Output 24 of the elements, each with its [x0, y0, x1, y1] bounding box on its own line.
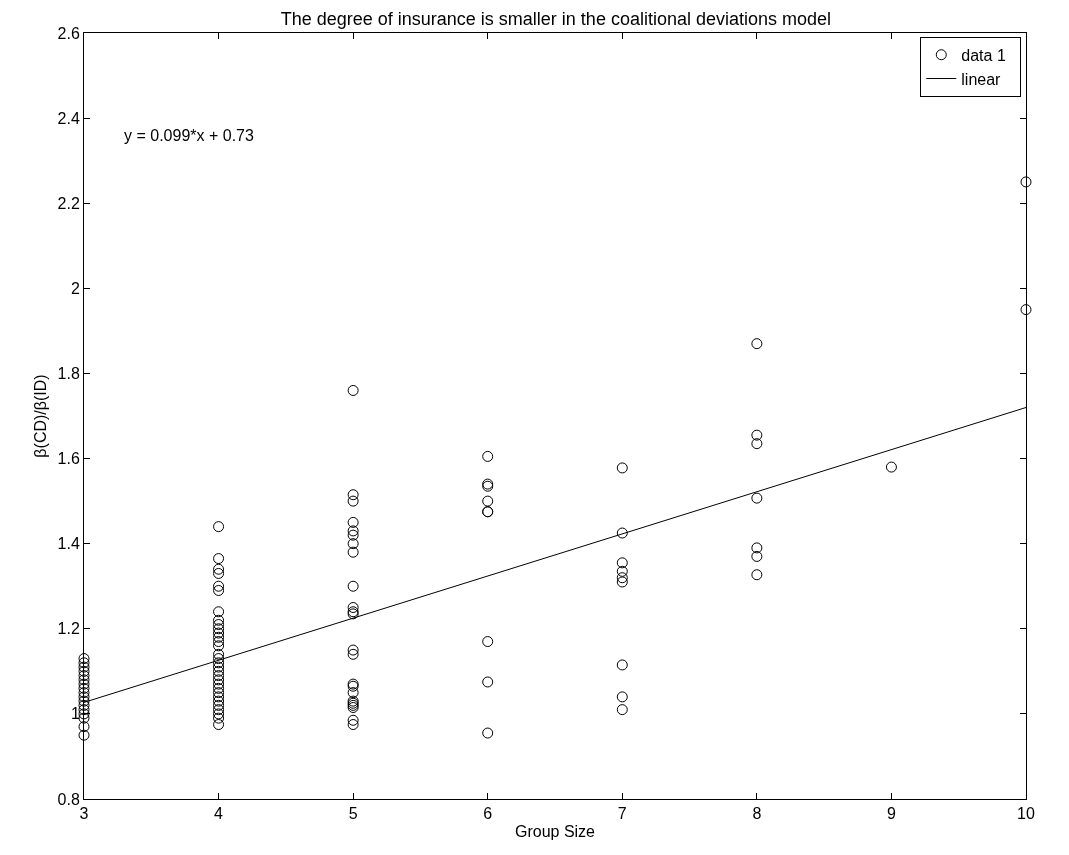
- y-tick-label: 0.8: [57, 790, 80, 808]
- y-tick-label: 1.8: [57, 365, 80, 383]
- x-tick-label: 9: [886, 805, 896, 823]
- x-tick-label: 3: [79, 805, 89, 823]
- y-tick-label: 2.2: [57, 194, 80, 212]
- y-tick-label: 1.6: [57, 450, 80, 468]
- x-tick-label: 7: [617, 805, 627, 823]
- x-axis-title: Group Size: [514, 822, 596, 840]
- x-tick-label: 8: [752, 805, 762, 823]
- x-tick-label: 5: [348, 805, 358, 823]
- x-tick-label: 6: [483, 805, 493, 823]
- legend-label: linear: [961, 70, 1010, 88]
- y-tick-label: 1: [70, 705, 80, 723]
- x-tick-label: 4: [214, 805, 224, 823]
- chart-title: The degree of insurance is smaller in the coalitional deviations model: [280, 9, 832, 30]
- y-tick-label: 2.4: [57, 109, 80, 127]
- legend-label: data 1: [961, 46, 1015, 64]
- annotation: y = 0.099*x + 0.73: [124, 127, 254, 144]
- y-tick-label: 1.4: [57, 535, 80, 553]
- y-tick-label: 2.6: [57, 24, 80, 42]
- x-tick-label: 10: [1017, 805, 1035, 823]
- y-tick-label: 1.2: [57, 620, 80, 638]
- y-axis-title: β(CD)/β(ID): [32, 374, 50, 458]
- y-tick-label: 2: [70, 279, 80, 297]
